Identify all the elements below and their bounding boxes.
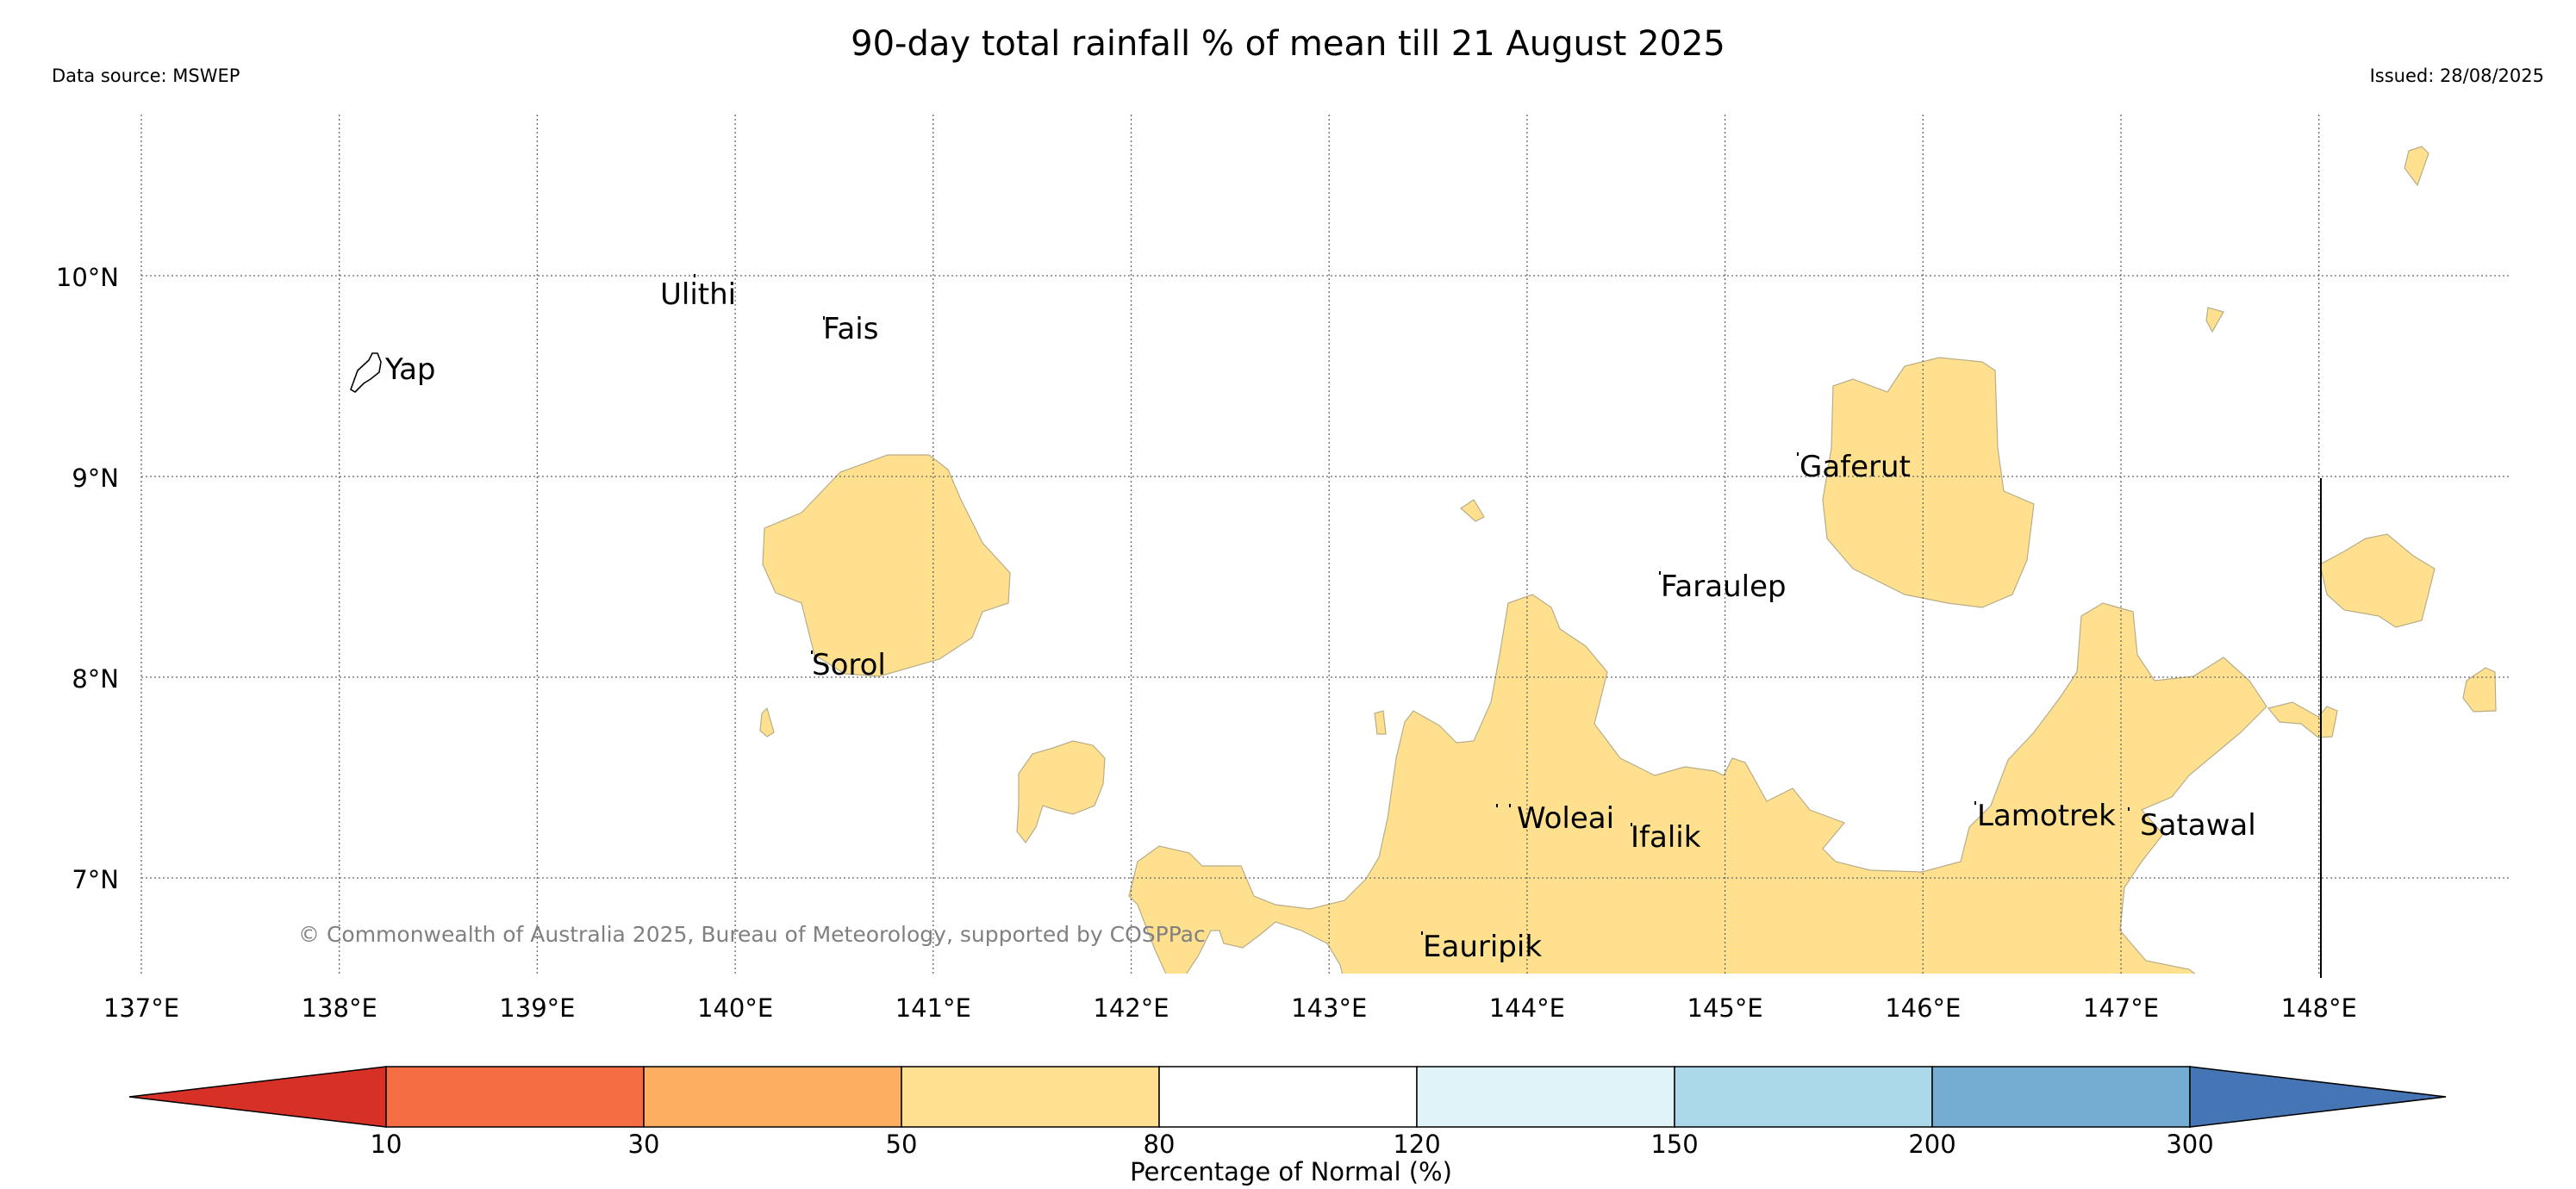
- colorbar-segment: [1674, 1066, 1933, 1128]
- map-title: 90-day total rainfall % of mean till 21 …: [851, 24, 1725, 64]
- colorbar-tick-label: 200: [1908, 1130, 1955, 1159]
- region-small-b: [1460, 499, 1485, 522]
- region-east-a: [2319, 533, 2436, 628]
- place-label-fais: Fais: [823, 312, 878, 346]
- region-east-c: [2462, 667, 2497, 713]
- yap-island-outline: [350, 352, 382, 394]
- place-label-gaferut: Gaferut: [1799, 450, 1911, 484]
- colorbar-extend-high: [2189, 1066, 2447, 1128]
- atoll-markers: [694, 274, 2130, 935]
- lat-label: 7°N: [72, 865, 119, 894]
- place-labels: Ulithi Fais Yap Gaferut Faraulep Sorol W…: [384, 277, 2256, 964]
- lon-label: 146°E: [1885, 993, 1961, 1023]
- region-small-d: [1374, 710, 1387, 735]
- longitude-labels: 137°E 138°E 139°E 140°E 141°E 142°E 143°E 144°E…: [103, 993, 2357, 1023]
- issued-date-label: Issued: 28/08/2025: [2369, 65, 2544, 86]
- colorbar-tick-label: 50: [886, 1130, 918, 1159]
- lon-label: 144°E: [1489, 993, 1565, 1023]
- lon-label: 140°E: [697, 993, 773, 1023]
- latitude-labels: 10°N 9°N 8°N 7°N: [56, 263, 119, 894]
- place-label-satawal: Satawal: [2140, 808, 2256, 843]
- colorbar-tick-label: 120: [1393, 1130, 1440, 1159]
- colorbar-label: Percentage of Normal (%): [1130, 1157, 1452, 1186]
- lat-label: 9°N: [72, 464, 119, 493]
- colorbar-extend-low: [128, 1066, 387, 1128]
- colorbar-ticks: 10 30 50 80 120 150 200 300: [371, 1130, 2214, 1159]
- region-east-b: [2267, 701, 2338, 738]
- region-ne-b: [2205, 307, 2224, 333]
- region-small-c: [759, 707, 775, 738]
- region-sorol: [762, 454, 1011, 677]
- lon-label: 138°E: [302, 993, 377, 1023]
- region-gaferut: [1822, 357, 2035, 608]
- colorbar-segment: [385, 1066, 645, 1128]
- region-ne-a: [2404, 146, 2429, 187]
- lon-label: 147°E: [2083, 993, 2159, 1023]
- lat-label: 8°N: [72, 664, 119, 694]
- colorbar-segment: [1931, 1066, 2191, 1128]
- colorbar-tick-label: 30: [628, 1130, 660, 1159]
- lon-label: 148°E: [2281, 993, 2357, 1023]
- colorbar-segment: [643, 1066, 902, 1128]
- colorbar-tick-label: 300: [2166, 1130, 2213, 1159]
- place-label-ifalik: Ifalik: [1631, 820, 1701, 855]
- place-label-yap: Yap: [384, 352, 436, 387]
- lon-label: 143°E: [1291, 993, 1367, 1023]
- lon-label: 137°E: [103, 993, 179, 1023]
- region-small-a: [1016, 740, 1106, 844]
- place-label-sorol: Sorol: [812, 648, 886, 682]
- colorbar-segment: [901, 1066, 1160, 1128]
- colorbar-tick-label: 80: [1144, 1130, 1176, 1159]
- place-label-ulithi: Ulithi: [660, 277, 736, 312]
- lon-label: 145°E: [1687, 993, 1763, 1023]
- region-south: [1128, 594, 2267, 974]
- lat-label: 10°N: [56, 263, 119, 292]
- map-gridlines: [140, 115, 2510, 974]
- rainfall-regions: [759, 146, 2497, 974]
- colorbar-tick-label: 150: [1650, 1130, 1698, 1159]
- data-source-label: Data source: MSWEP: [52, 65, 240, 86]
- colorbar: [128, 1066, 2447, 1128]
- colorbar-segment: [1158, 1066, 1418, 1128]
- copyright-notice: © Commonwealth of Australia 2025, Bureau…: [298, 922, 1206, 947]
- place-label-lamotrek: Lamotrek: [1977, 799, 2116, 833]
- place-label-faraulep: Faraulep: [1661, 570, 1787, 604]
- lon-label: 142°E: [1093, 993, 1169, 1023]
- place-label-woleai: Woleai: [1517, 801, 1614, 836]
- place-label-eauripik: Eauripik: [1423, 930, 1542, 964]
- colorbar-segment: [1416, 1066, 1675, 1128]
- lon-label: 141°E: [895, 993, 971, 1023]
- lon-label: 139°E: [499, 993, 575, 1023]
- colorbar-tick-label: 10: [371, 1130, 402, 1159]
